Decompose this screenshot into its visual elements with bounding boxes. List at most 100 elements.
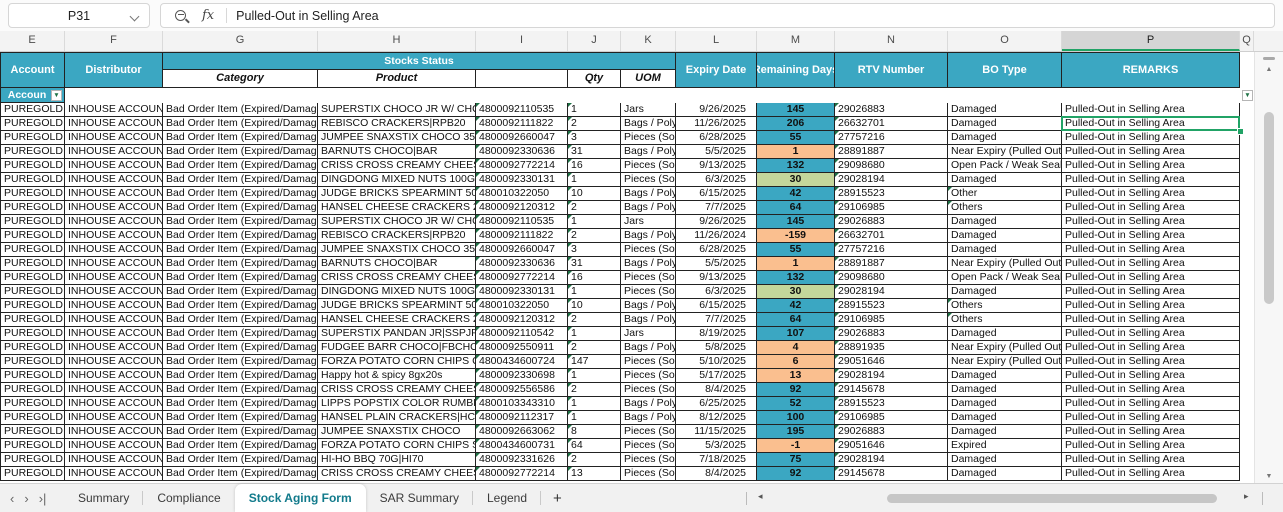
column-header-F[interactable]: F xyxy=(65,31,163,51)
cell-rtv-number[interactable]: 29026883 xyxy=(835,327,948,341)
cell-remaining-days[interactable]: 1 xyxy=(757,257,835,271)
cell-bo-type[interactable]: Others xyxy=(948,313,1062,327)
column-header-I[interactable]: I xyxy=(476,31,568,51)
cell-distributor[interactable]: INHOUSE ACCOUNT xyxy=(65,201,163,215)
cell-expiry-date[interactable]: 8/19/2025 xyxy=(676,327,757,341)
cell-remarks[interactable]: Pulled-Out in Selling Area xyxy=(1062,467,1240,481)
cell-empty[interactable] xyxy=(1240,257,1254,271)
cell-barcode[interactable]: 4800092112317 xyxy=(476,411,568,425)
cell-bo-type[interactable]: Damaged xyxy=(948,369,1062,383)
cell-product[interactable]: LIPPS POPSTIX COLOR RUMBLE 20S xyxy=(318,397,476,411)
fill-handle[interactable] xyxy=(1237,128,1244,135)
cell-empty[interactable] xyxy=(1240,299,1254,313)
cell-bo-type[interactable]: Damaged xyxy=(948,117,1062,131)
cell-product[interactable]: REBISCO CRACKERS|RPB20 xyxy=(318,117,476,131)
cell-category[interactable]: Bad Order Item (Expired/Damage xyxy=(163,355,318,369)
header-remarks[interactable]: REMARKS xyxy=(1062,52,1240,88)
cell-rtv-number[interactable]: 29145678 xyxy=(835,467,948,481)
cell-barcode[interactable]: 4800092772214 xyxy=(476,271,568,285)
cell-uom[interactable]: Pieces (Sol xyxy=(621,271,676,285)
column-header-K[interactable]: K xyxy=(621,31,676,51)
cell-uom[interactable]: Bags / Poly xyxy=(621,341,676,355)
cell-distributor[interactable]: INHOUSE ACCOUNT xyxy=(65,173,163,187)
cell-account[interactable]: PUREGOLD xyxy=(0,341,65,355)
scroll-down-icon[interactable]: ▼ xyxy=(1265,473,1273,480)
cell-bo-type[interactable]: Damaged xyxy=(948,467,1062,481)
cell-expiry-date[interactable]: 5/5/2025 xyxy=(676,145,757,159)
cell-qty[interactable]: 3 xyxy=(568,131,621,145)
cell-category[interactable]: Bad Order Item (Expired/Damage xyxy=(163,425,318,439)
cell-qty[interactable]: 2 xyxy=(568,117,621,131)
cell-uom[interactable]: Jars xyxy=(621,327,676,341)
cell-bo-type[interactable]: Damaged xyxy=(948,131,1062,145)
cell-barcode[interactable]: 480010322050 xyxy=(476,187,568,201)
cell-rtv-number[interactable]: 29106985 xyxy=(835,313,948,327)
cell-bo-type[interactable]: Damaged xyxy=(948,173,1062,187)
cell-distributor[interactable]: INHOUSE ACCOUNT xyxy=(65,187,163,201)
cell-empty[interactable] xyxy=(1240,145,1254,159)
cell-category[interactable]: Bad Order Item (Expired/Damage xyxy=(163,257,318,271)
cell-barcode[interactable]: 4800092111822 xyxy=(476,229,568,243)
cell-expiry-date[interactable]: 8/4/2025 xyxy=(676,467,757,481)
cell-account[interactable]: PUREGOLD xyxy=(0,453,65,467)
cell-category[interactable]: Bad Order Item (Expired/Damage xyxy=(163,243,318,257)
cell-distributor[interactable]: INHOUSE ACCOUNT xyxy=(65,327,163,341)
cell-remarks[interactable]: Pulled-Out in Selling Area xyxy=(1062,453,1240,467)
cell-rtv-number[interactable]: 29106985 xyxy=(835,201,948,215)
cell-remarks[interactable]: Pulled-Out in Selling Area xyxy=(1062,355,1240,369)
cell-empty[interactable] xyxy=(1240,411,1254,425)
cell-product[interactable]: CRISS CROSS CREAMY CHEESE 71G| xyxy=(318,383,476,397)
cell-category[interactable]: Bad Order Item (Expired/Damage xyxy=(163,453,318,467)
header-days[interactable]: Remaining Days xyxy=(757,52,835,88)
cell-category[interactable]: Bad Order Item (Expired/Damage xyxy=(163,271,318,285)
scroll-right-icon[interactable]: ▸ xyxy=(1244,491,1249,501)
cell-rtv-number[interactable]: 29028194 xyxy=(835,369,948,383)
cell-product[interactable]: JUMPEE SNAXSTIX CHOCO xyxy=(318,425,476,439)
cell-qty[interactable]: 2 xyxy=(568,383,621,397)
header-rtv[interactable]: RTV Number xyxy=(835,52,948,88)
cell-remarks[interactable]: Pulled-Out in Selling Area xyxy=(1062,103,1240,117)
cell-account[interactable]: PUREGOLD xyxy=(0,369,65,383)
cell-rtv-number[interactable]: 28891887 xyxy=(835,257,948,271)
column-header-H[interactable]: H xyxy=(318,31,476,51)
cell-remarks[interactable]: Pulled-Out in Selling Area xyxy=(1062,341,1240,355)
cell-category[interactable]: Bad Order Item (Expired/Damage xyxy=(163,117,318,131)
cell-account[interactable]: PUREGOLD xyxy=(0,285,65,299)
cell-distributor[interactable]: INHOUSE ACCOUNT xyxy=(65,411,163,425)
cell-qty[interactable]: 2 xyxy=(568,453,621,467)
cell-remarks[interactable]: Pulled-Out in Selling Area xyxy=(1062,397,1240,411)
cell-expiry-date[interactable]: 6/25/2025 xyxy=(676,397,757,411)
cell-empty[interactable] xyxy=(1240,117,1254,131)
cell-category[interactable]: Bad Order Item (Expired/Damage xyxy=(163,341,318,355)
cell-qty[interactable]: 31 xyxy=(568,257,621,271)
cell-rtv-number[interactable]: 26632701 xyxy=(835,229,948,243)
cell-empty[interactable] xyxy=(1240,285,1254,299)
cell-bo-type[interactable]: Others xyxy=(948,201,1062,215)
subheader-category[interactable]: Category xyxy=(163,70,318,88)
column-header-O[interactable]: O xyxy=(948,31,1062,51)
cell-product[interactable]: JUMPEE SNAXSTIX CHOCO 35G xyxy=(318,131,476,145)
cell-qty[interactable]: 31 xyxy=(568,145,621,159)
cell-expiry-date[interactable]: 6/15/2025 xyxy=(676,299,757,313)
cell-bo-type[interactable]: Near Expiry (Pulled Out xyxy=(948,145,1062,159)
formula-input[interactable]: Pulled-Out in Selling Area xyxy=(236,8,379,23)
cell-category[interactable]: Bad Order Item (Expired/Damage xyxy=(163,103,318,117)
cell-distributor[interactable]: INHOUSE ACCOUNT xyxy=(65,425,163,439)
cell-category[interactable]: Bad Order Item (Expired/Damage xyxy=(163,187,318,201)
cell-distributor[interactable]: INHOUSE ACCOUNT xyxy=(65,103,163,117)
filter-dropdown-icon[interactable]: ▼ xyxy=(1242,90,1253,101)
cell-barcode[interactable]: 4800434600724 xyxy=(476,355,568,369)
column-header-L[interactable]: L xyxy=(676,31,757,51)
cell-qty[interactable]: 1 xyxy=(568,285,621,299)
cell-product[interactable]: JUMPEE SNAXSTIX CHOCO 35G xyxy=(318,243,476,257)
cell-remaining-days[interactable]: 195 xyxy=(757,425,835,439)
cell-barcode[interactable]: 4800434600731 xyxy=(476,439,568,453)
cell-category[interactable]: Bad Order Item (Expired/Damage xyxy=(163,313,318,327)
cell-remarks[interactable]: Pulled-Out in Selling Area xyxy=(1062,425,1240,439)
cell-remaining-days[interactable]: 30 xyxy=(757,285,835,299)
cell-barcode[interactable]: 4800092331626 xyxy=(476,453,568,467)
cell-distributor[interactable]: INHOUSE ACCOUNT xyxy=(65,453,163,467)
formula-bar[interactable]: fx Pulled-Out in Selling Area xyxy=(160,3,1275,28)
cell-rtv-number[interactable]: 29026883 xyxy=(835,103,948,117)
cell-remaining-days[interactable]: 42 xyxy=(757,299,835,313)
